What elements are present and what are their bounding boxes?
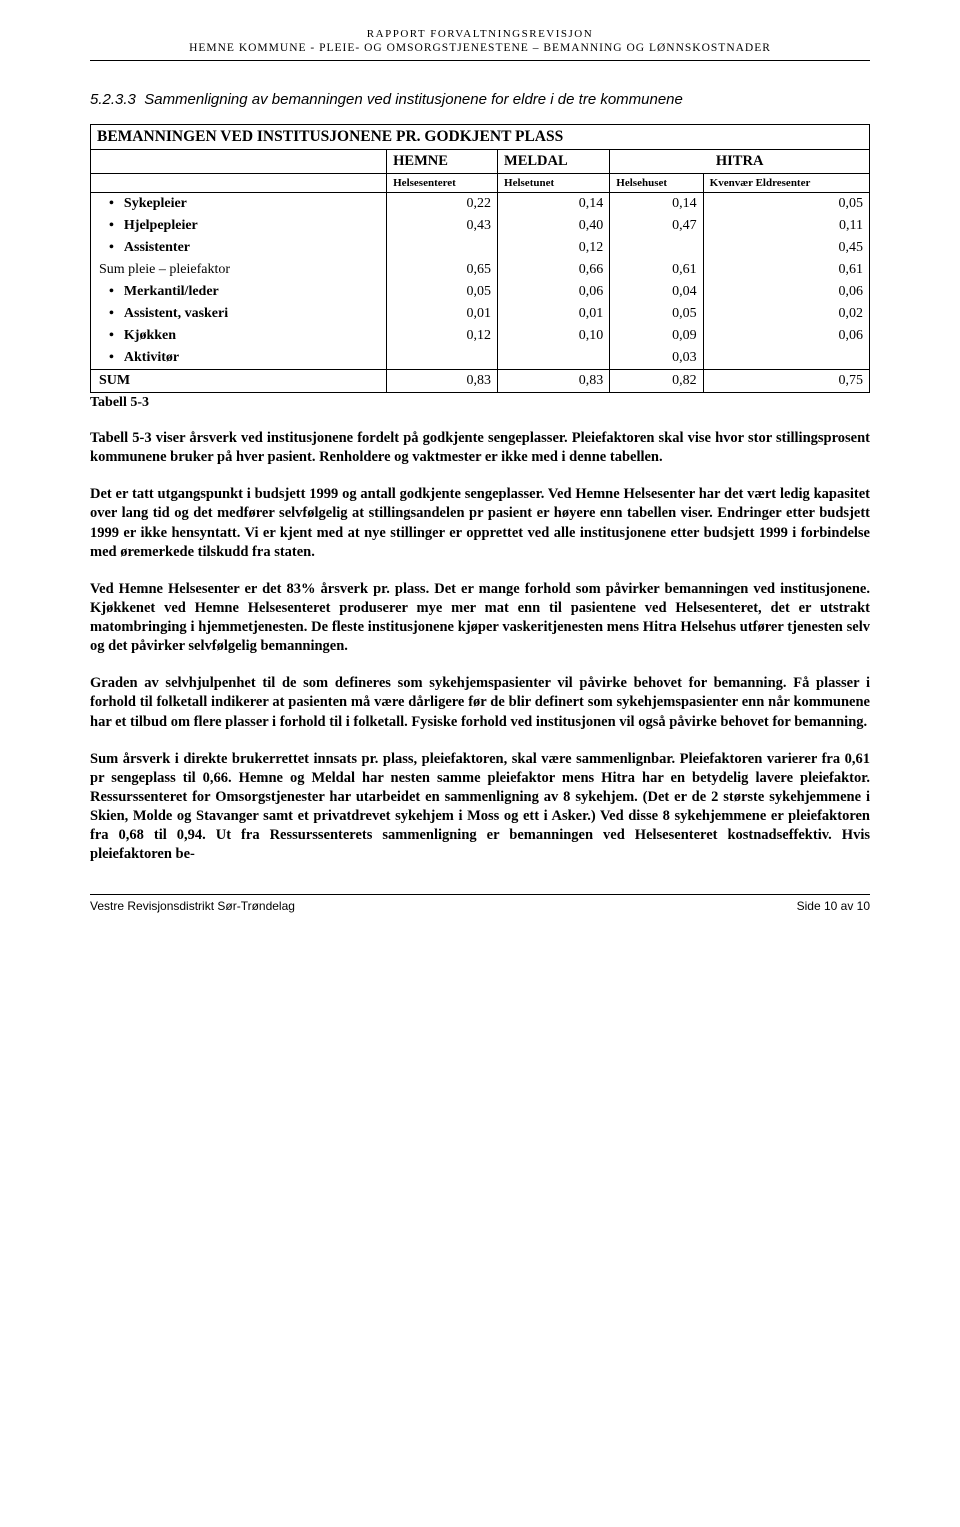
row-value: 0,05 <box>703 193 869 216</box>
table-caption: Tabell 5-3 <box>90 395 870 411</box>
row-value <box>498 347 610 370</box>
row-value <box>387 347 498 370</box>
table-row: Kjøkken0,120,100,090,06 <box>91 325 869 347</box>
row-value: 0,40 <box>498 215 610 237</box>
row-value: 0,45 <box>703 237 869 259</box>
row-label: Sykepleier <box>91 193 387 216</box>
table-row: Sykepleier0,220,140,140,05 <box>91 193 869 216</box>
row-value: 0,06 <box>498 281 610 303</box>
row-value: 0,06 <box>703 325 869 347</box>
table-title: BEMANNINGEN VED INSTITUSJONENE PR. GODKJ… <box>91 125 869 150</box>
row-value: 0,03 <box>610 347 703 370</box>
row-value: 0,66 <box>498 259 610 281</box>
row-value <box>703 347 869 370</box>
table-box: BEMANNINGEN VED INSTITUSJONENE PR. GODKJ… <box>90 124 870 393</box>
row-label: Merkantil/leder <box>91 281 387 303</box>
col-head-hitra: HITRA <box>610 150 869 174</box>
header-rule <box>90 60 870 61</box>
section-heading: 5.2.3.3 Sammenligning av bemanningen ved… <box>90 91 870 108</box>
row-value: 0,09 <box>610 325 703 347</box>
table-row: Aktivitør 0,03 <box>91 347 869 370</box>
row-value: 0,43 <box>387 215 498 237</box>
table-row: Sum pleie – pleiefaktor0,650,660,610,61 <box>91 259 869 281</box>
row-value <box>610 237 703 259</box>
row-value: 0,14 <box>498 193 610 216</box>
row-label: Kjøkken <box>91 325 387 347</box>
row-value: 0,12 <box>498 237 610 259</box>
row-value: 0,22 <box>387 193 498 216</box>
row-value: 0,11 <box>703 215 869 237</box>
footer-right: Side 10 av 10 <box>797 899 870 913</box>
body-paragraphs: Tabell 5-3 viser årsverk ved institusjon… <box>90 429 870 864</box>
row-value: 0,14 <box>610 193 703 216</box>
row-label: Aktivitør <box>91 347 387 370</box>
row-label: Hjelpepleier <box>91 215 387 237</box>
table-row: Assistenter 0,12 0,45 <box>91 237 869 259</box>
table-row: Hjelpepleier0,430,400,470,11 <box>91 215 869 237</box>
body-paragraph: Graden av selvhjulpenhet til de som defi… <box>90 674 870 731</box>
row-value: 0,82 <box>610 370 703 393</box>
row-value: 0,83 <box>387 370 498 393</box>
col-sub-0: Helsesenteret <box>387 174 498 193</box>
staffing-table: BEMANNINGEN VED INSTITUSJONENE PR. GODKJ… <box>91 125 869 392</box>
table-row: SUM0,830,830,820,75 <box>91 370 869 393</box>
row-value: 0,04 <box>610 281 703 303</box>
body-paragraph: Det er tatt utgangspunkt i budsjett 1999… <box>90 485 870 562</box>
col-sub-3: Kvenvær Eldresenter <box>703 174 869 193</box>
row-label: Assistent, vaskeri <box>91 303 387 325</box>
row-value: 0,61 <box>703 259 869 281</box>
row-value: 0,06 <box>703 281 869 303</box>
row-value: 0,65 <box>387 259 498 281</box>
header-line1: RAPPORT FORVALTNINGSREVISJON <box>90 28 870 40</box>
footer-rule <box>90 894 870 895</box>
section-title: Sammenligning av bemanningen ved institu… <box>144 91 683 108</box>
row-label: Assistenter <box>91 237 387 259</box>
row-value <box>387 237 498 259</box>
row-value: 0,12 <box>387 325 498 347</box>
body-paragraph: Tabell 5-3 viser årsverk ved institusjon… <box>90 429 870 467</box>
page: RAPPORT FORVALTNINGSREVISJON HEMNE KOMMU… <box>0 0 960 953</box>
row-value: 0,83 <box>498 370 610 393</box>
col-sub-1: Helsetunet <box>498 174 610 193</box>
row-value: 0,75 <box>703 370 869 393</box>
header-line2: HEMNE KOMMUNE - PLEIE- OG OMSORGSTJENEST… <box>90 42 870 54</box>
col-head-meldal: MELDAL <box>498 150 610 174</box>
row-value: 0,05 <box>610 303 703 325</box>
row-label: SUM <box>91 370 387 393</box>
table-row: Merkantil/leder0,050,060,040,06 <box>91 281 869 303</box>
col-sub-2: Helsehuset <box>610 174 703 193</box>
row-value: 0,01 <box>387 303 498 325</box>
row-label: Sum pleie – pleiefaktor <box>91 259 387 281</box>
row-value: 0,47 <box>610 215 703 237</box>
footer: Vestre Revisjonsdistrikt Sør-Trøndelag S… <box>90 899 870 913</box>
body-paragraph: Ved Hemne Helsesenter er det 83% årsverk… <box>90 580 870 657</box>
table-row: Assistent, vaskeri0,010,010,050,02 <box>91 303 869 325</box>
row-value: 0,10 <box>498 325 610 347</box>
section-number: 5.2.3.3 <box>90 91 136 108</box>
row-value: 0,02 <box>703 303 869 325</box>
body-paragraph: Sum årsverk i direkte brukerrettet innsa… <box>90 750 870 865</box>
row-value: 0,05 <box>387 281 498 303</box>
footer-left: Vestre Revisjonsdistrikt Sør-Trøndelag <box>90 899 295 913</box>
row-value: 0,61 <box>610 259 703 281</box>
col-head-hemne: HEMNE <box>387 150 498 174</box>
row-value: 0,01 <box>498 303 610 325</box>
